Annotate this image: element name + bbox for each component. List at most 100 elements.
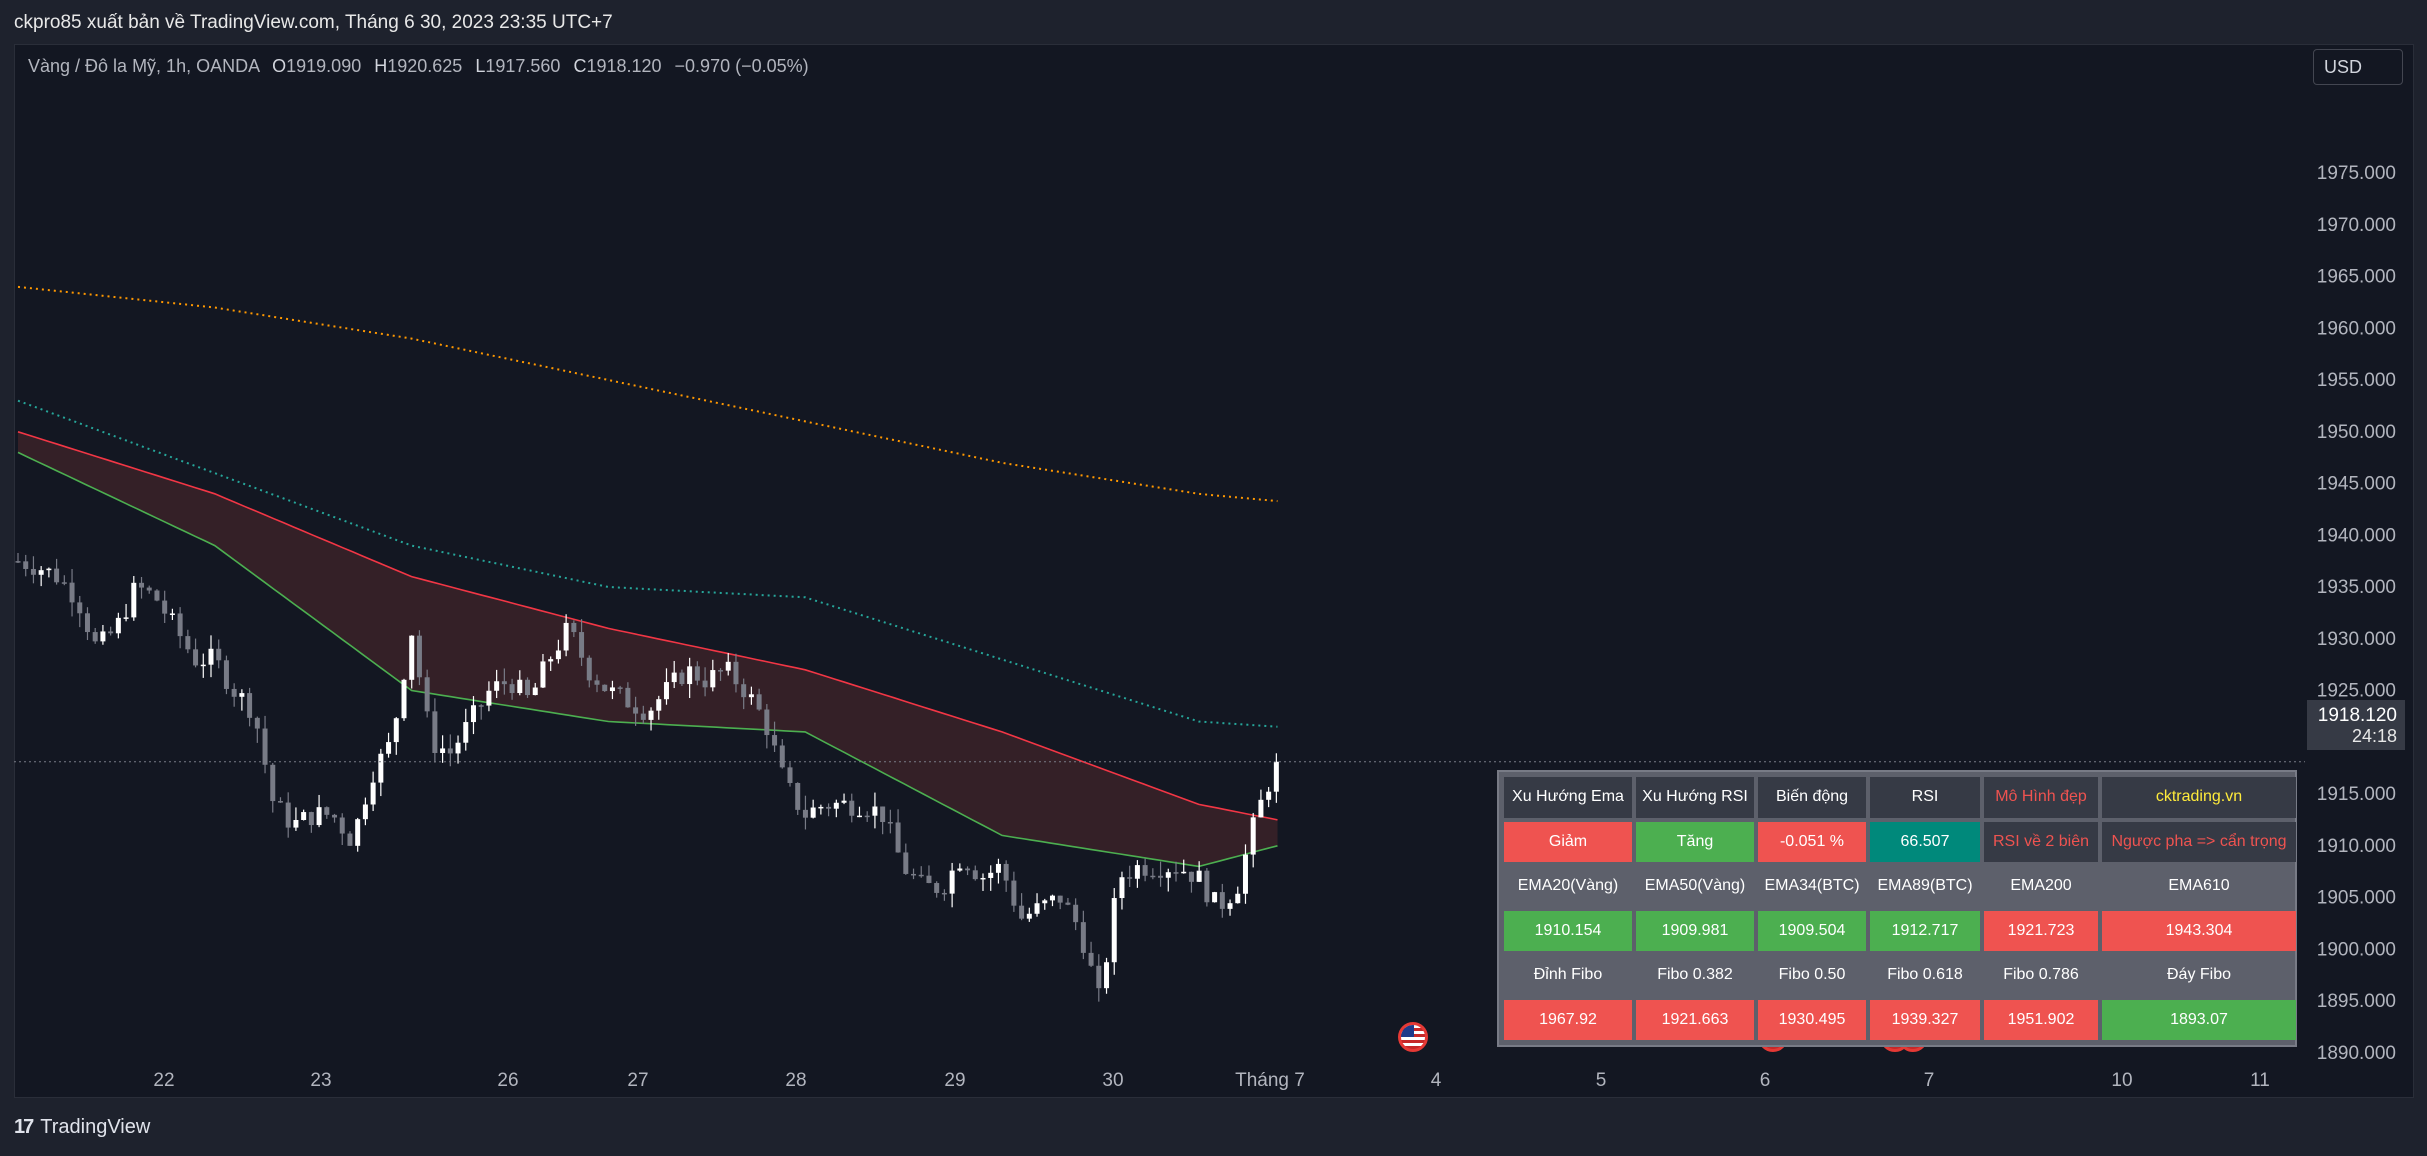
footer-brand[interactable]: 17 TradingView	[14, 1116, 150, 1139]
candle-body	[1188, 871, 1194, 882]
candle-body	[169, 613, 175, 615]
table-cell: 1909.981	[1636, 910, 1754, 951]
table-cell: Fibo 0.382	[1657, 966, 1733, 984]
price-tick-label: 1960.000	[2317, 318, 2396, 339]
price-tick-label: 1910.000	[2317, 836, 2396, 857]
candle-body	[1080, 922, 1086, 953]
candle-body	[941, 892, 947, 895]
currency-button[interactable]: USD	[2313, 49, 2403, 85]
candle-body	[386, 742, 392, 754]
candle-body	[23, 561, 29, 569]
time-axis: 22 23 26 27 28 29 30 Tháng 7 4 5 6 7 10 11	[153, 1070, 2269, 1091]
candle-body	[185, 636, 191, 650]
candle-body	[1034, 903, 1040, 914]
candle-body	[115, 617, 121, 634]
candle-body	[1111, 898, 1117, 963]
table-cell: Mô Hình đẹp	[1984, 777, 2098, 818]
table-cell: EMA34(BTC)	[1764, 877, 1860, 895]
low-value: 1917.560	[485, 56, 561, 76]
last-price-value: 1918.120	[2317, 705, 2397, 726]
candle-body	[594, 680, 600, 685]
candle-body	[748, 694, 754, 698]
table-cell: 1893.07	[2102, 999, 2296, 1040]
us-flag-icon[interactable]	[1398, 1022, 1428, 1052]
candle-body	[1142, 865, 1148, 876]
time-tick-label: 6	[1760, 1070, 1771, 1091]
candle-body	[1165, 872, 1171, 878]
time-tick-label: 28	[785, 1070, 806, 1091]
candle-body	[555, 650, 561, 660]
candle-body	[880, 806, 886, 823]
candle-body	[401, 679, 407, 719]
time-tick-label: 5	[1596, 1070, 1607, 1091]
table-cell: 1910.154	[1504, 910, 1632, 951]
close-label: C	[573, 56, 587, 76]
candle-body	[262, 728, 268, 765]
candle-body	[1088, 952, 1094, 966]
candle-body	[1057, 895, 1063, 903]
candle-body	[694, 666, 700, 681]
time-tick-label: 4	[1431, 1070, 1442, 1091]
bar-countdown: 24:18	[2351, 726, 2397, 746]
candle-body	[478, 705, 484, 707]
last-price-label: 1918.120 24:18	[2307, 700, 2405, 750]
high-value: 1920.625	[387, 56, 463, 76]
time-tick-label: 22	[153, 1070, 174, 1091]
candle-body	[540, 661, 546, 688]
candle-body	[154, 590, 160, 601]
time-tick-label: 27	[627, 1070, 648, 1091]
candle-body	[332, 814, 338, 818]
candle-body	[548, 659, 554, 662]
table-cell: Fibo 0.50	[1778, 966, 1846, 984]
candle-body	[895, 822, 901, 853]
price-tick-label: 1935.000	[2317, 577, 2396, 598]
publisher-line: ckpro85 xuất bản về TradingView.com, Thá…	[14, 12, 613, 33]
table-cell: 1951.902	[1984, 999, 2098, 1040]
candle-body	[1196, 870, 1202, 882]
table-cell: 1921.663	[1636, 999, 1754, 1040]
table-cell: EMA610	[2168, 877, 2230, 895]
candle-body	[316, 807, 322, 826]
candle-body	[293, 820, 299, 828]
table-cell: 1921.723	[1984, 910, 2098, 951]
candle-body	[84, 613, 90, 633]
price-tick-label: 1900.000	[2317, 939, 2396, 960]
price-tick-label: 1915.000	[2317, 784, 2396, 805]
price-tick-label: 1925.000	[2317, 681, 2396, 702]
candle-body	[424, 677, 430, 712]
header-bar: ckpro85 xuất bản về TradingView.com, Thá…	[0, 0, 2427, 44]
candle-body	[764, 709, 770, 736]
candle-body	[802, 809, 808, 818]
candle-body	[254, 717, 260, 729]
candle-body	[339, 817, 345, 834]
candle-body	[38, 570, 44, 575]
candle-body	[818, 806, 824, 809]
candle-body	[1026, 913, 1032, 919]
candle-body	[1219, 892, 1225, 909]
candle-body	[563, 622, 569, 651]
candle-body	[1212, 892, 1218, 903]
table-cell: Đáy Fibo	[2166, 966, 2232, 984]
table-cell: Đỉnh Fibo	[1533, 966, 1603, 984]
time-tick-label: Tháng 7	[1235, 1070, 1305, 1091]
change-value: −0.970 (−0.05%)	[674, 56, 809, 76]
candle-body	[872, 806, 878, 816]
price-tick-label: 1955.000	[2317, 370, 2396, 391]
candle-body	[347, 833, 353, 846]
table-cell: Biến động	[1758, 777, 1866, 818]
candle-body	[1042, 900, 1048, 904]
candle-body	[1158, 875, 1164, 878]
candles	[15, 552, 1279, 1002]
price-tick-label: 1950.000	[2317, 422, 2396, 443]
candle-body	[718, 670, 724, 672]
table-cell: EMA200	[2010, 877, 2072, 895]
candle-body	[864, 815, 870, 818]
table-cell: Xu Hướng Ema	[1504, 777, 1632, 818]
candle-body	[911, 873, 917, 876]
footer-brand-text: TradingView	[40, 1116, 151, 1138]
candle-body	[509, 684, 515, 694]
candle-body	[1173, 872, 1179, 874]
candle-body	[162, 600, 168, 614]
candle-body	[208, 648, 214, 665]
candle-body	[1127, 877, 1133, 879]
